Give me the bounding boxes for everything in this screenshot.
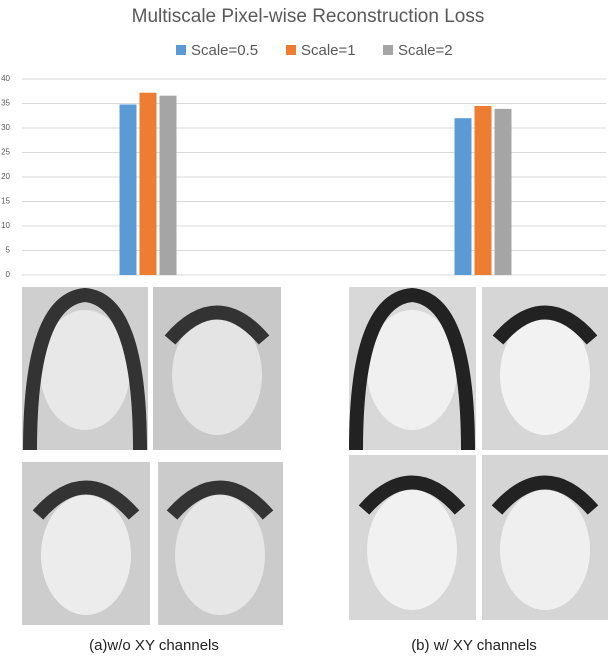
caption: (a)w/o XY channels (89, 637, 219, 654)
face-image (158, 462, 283, 625)
bar (159, 95, 177, 275)
face-image (22, 287, 148, 451)
legend-swatch (286, 45, 296, 55)
y-tick-label: 0 (6, 270, 11, 279)
face-image (482, 287, 608, 450)
y-tick-label: 30 (1, 123, 10, 132)
legend-label: Scale=0.5 (191, 42, 258, 59)
y-tick-label: 40 (1, 74, 10, 83)
bar (454, 118, 472, 275)
legend-swatch (383, 45, 393, 55)
y-tick-label: 10 (1, 221, 10, 230)
y-tick-label: 20 (1, 172, 10, 181)
y-tick-label: 15 (1, 197, 10, 206)
chart-title: Multiscale Pixel-wise Reconstruction Los… (132, 6, 485, 27)
legend-label: Scale=2 (398, 42, 453, 59)
face-image (22, 462, 150, 625)
y-tick-label: 25 (1, 148, 10, 157)
legend-label: Scale=1 (301, 42, 356, 59)
face-image (349, 455, 476, 620)
caption: (b) w/ XY channels (411, 637, 537, 654)
bar (474, 105, 492, 275)
face-image (349, 287, 476, 451)
legend-swatch (176, 45, 186, 55)
face-image (482, 455, 608, 620)
bar (494, 108, 512, 275)
y-tick-label: 35 (1, 99, 10, 108)
bar (119, 104, 137, 275)
face-images (22, 287, 608, 625)
face-image (153, 287, 281, 450)
y-tick-label: 5 (6, 246, 11, 255)
bar (139, 92, 157, 275)
